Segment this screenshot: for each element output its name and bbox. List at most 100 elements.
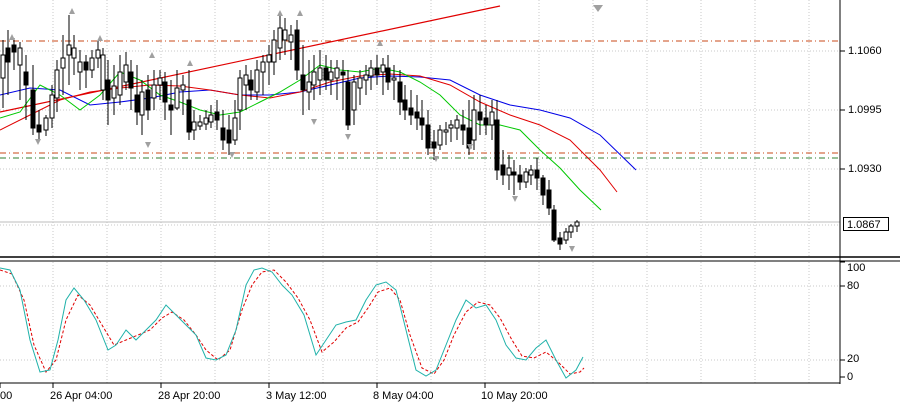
candle-body (36, 124, 42, 133)
candle-body (77, 61, 83, 73)
candle-body (226, 129, 232, 144)
candle-body (402, 99, 408, 111)
trendline[interactable] (0, 5, 501, 113)
candle-body (546, 189, 552, 209)
candle-body (534, 169, 540, 179)
candle-body (30, 89, 36, 129)
candle-body (105, 79, 111, 101)
candle-body (397, 81, 403, 103)
candlestick-series (0, 15, 580, 250)
candle-body (128, 71, 134, 89)
candle-body (248, 79, 254, 91)
candle-body (328, 71, 334, 81)
candle-body (506, 167, 512, 176)
candle-body (311, 71, 317, 86)
candle-body (340, 71, 346, 76)
candle-body (306, 81, 312, 93)
price-tick-label: 1.1060 (848, 45, 882, 57)
candle-body (220, 127, 226, 141)
candle-body (528, 169, 534, 176)
candle-body (111, 85, 117, 99)
candle-body (557, 237, 563, 245)
fractal-up-arrow-icon (9, 34, 15, 40)
candle-body (89, 57, 95, 71)
fractal-down-arrow-icon (433, 156, 439, 162)
candle-body (271, 39, 277, 63)
current-price-tag: 1.0867 (843, 217, 889, 231)
candle-body (23, 71, 29, 86)
candle-body (334, 67, 340, 79)
candle-body (363, 74, 369, 81)
candle-body (391, 77, 397, 81)
candle-body (151, 84, 157, 99)
candle-body (540, 177, 546, 196)
candle-body (17, 47, 23, 66)
fractal-down-arrow-icon (35, 139, 41, 145)
candle-body (174, 87, 180, 109)
candle-body (157, 77, 163, 86)
oscillator-tick-label: 0 (847, 371, 854, 383)
candle-body (197, 121, 203, 127)
candle-body (11, 44, 17, 53)
fractal-down-arrow-icon (311, 119, 317, 125)
candle-body (134, 94, 140, 113)
chart-shift-marker-icon (593, 5, 603, 12)
candle-body (431, 141, 437, 149)
fractal-down-arrow-icon (512, 196, 518, 202)
candle-body (317, 67, 323, 81)
candle-body (0, 54, 6, 79)
candle-body (139, 91, 145, 116)
candle-body (551, 209, 557, 241)
fractal-up-arrow-icon (97, 35, 103, 41)
candle-body (71, 47, 77, 59)
candle-body (180, 84, 186, 91)
candle-body (288, 34, 294, 43)
time-tick-label: 3 May 12:00 (266, 390, 327, 402)
candle-body (5, 47, 11, 63)
oscillator-tick-label: 80 (847, 280, 860, 292)
price-tick-label: 1.0995 (848, 104, 882, 116)
time-tick-label: 8 May 04:00 (373, 390, 434, 402)
fractal-down-arrow-icon (229, 152, 235, 158)
stochastic-signal-line (0, 269, 585, 375)
candle-body (523, 171, 529, 183)
candle-body (266, 54, 272, 63)
candle-body (454, 119, 460, 129)
candle-body (100, 54, 106, 91)
candle-body (232, 117, 238, 141)
fractal-markers (9, 5, 603, 252)
candle-body (494, 119, 500, 171)
candle-body (511, 171, 517, 176)
candle-body (443, 129, 449, 133)
fractal-up-arrow-icon (297, 10, 303, 16)
candle-body (500, 164, 506, 176)
candle-body (568, 225, 574, 233)
fractal-down-arrow-icon (345, 134, 351, 140)
time-tick-label: 28 Apr 20:00 (158, 390, 221, 402)
candle-body (380, 64, 386, 73)
candle-body (145, 89, 151, 111)
horizontal-levels (0, 40, 840, 223)
candle-body (254, 69, 260, 93)
candle-body (357, 77, 363, 89)
candle-body (425, 124, 431, 149)
candle-body (237, 77, 243, 111)
candle-body (477, 111, 483, 121)
candle-body (203, 117, 209, 125)
ma-slow-line (0, 75, 637, 171)
candle-body (460, 124, 466, 131)
candle-body (162, 81, 168, 103)
fractal-down-arrow-icon (145, 142, 151, 148)
candle-body (483, 117, 489, 126)
candle-body (414, 111, 420, 119)
candle-body (563, 231, 569, 241)
price-grid (0, 0, 840, 383)
price-tick-label: 1.0930 (848, 163, 882, 175)
candle-body (517, 174, 523, 183)
candle-body (300, 74, 306, 91)
candle-body (117, 71, 123, 96)
candle-body (323, 67, 329, 81)
candle-body (385, 67, 391, 83)
trendline-segment (0, 5, 501, 113)
